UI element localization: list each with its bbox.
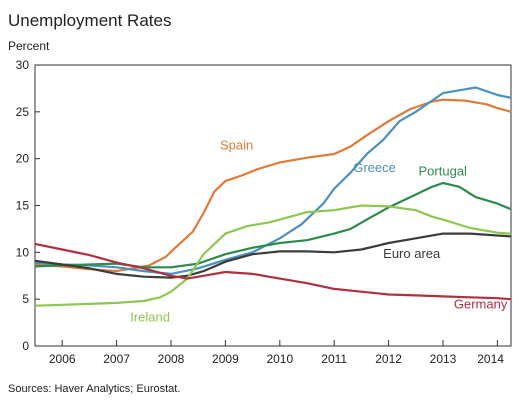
series-line-ireland [34, 204, 512, 307]
y-tick-label: 30 [16, 58, 30, 72]
source-note: Sources: Haver Analytics; Eurostat. [8, 383, 180, 395]
y-tick-label: 25 [16, 105, 30, 119]
x-tick-label: 2006 [49, 352, 76, 366]
series-label-ireland: Ireland [130, 310, 170, 325]
series-label-euro-area: Euro area [383, 246, 441, 261]
y-axis-label: Percent [8, 39, 50, 53]
x-tick-label: 2010 [266, 352, 293, 366]
x-tick-label: 2008 [158, 352, 185, 366]
series-labels: Spain Greece Portugal Euro area Ireland Germa… [130, 137, 508, 324]
x-tick-label: 2013 [430, 352, 457, 366]
x-ticks: 2006 2007 2008 2009 2010 2011 2012 2013 2014 [49, 340, 504, 366]
series-lines [34, 86, 512, 307]
series-label-germany: Germany [454, 297, 508, 312]
series-line-euro-area [34, 232, 512, 279]
x-tick-label: 2012 [375, 352, 402, 366]
x-tick-label: 2011 [321, 352, 347, 366]
series-line-germany [34, 242, 512, 301]
y-tick-label: 5 [22, 292, 29, 306]
series-line-greece [34, 86, 512, 275]
series-label-greece: Greece [353, 160, 396, 175]
series-label-portugal: Portugal [419, 164, 468, 179]
y-ticks: 0 5 10 15 20 25 30 [16, 58, 40, 353]
y-tick-label: 0 [22, 339, 29, 353]
y-tick-label: 15 [16, 199, 30, 213]
x-tick-label: 2009 [212, 352, 239, 366]
x-tick-label: 2007 [103, 352, 130, 366]
series-label-spain: Spain [220, 137, 253, 152]
x-tick-label: 2014 [477, 352, 504, 366]
y-tick-label: 20 [16, 152, 30, 166]
chart-title: Unemployment Rates [8, 11, 171, 30]
y-tick-label: 10 [16, 245, 30, 259]
